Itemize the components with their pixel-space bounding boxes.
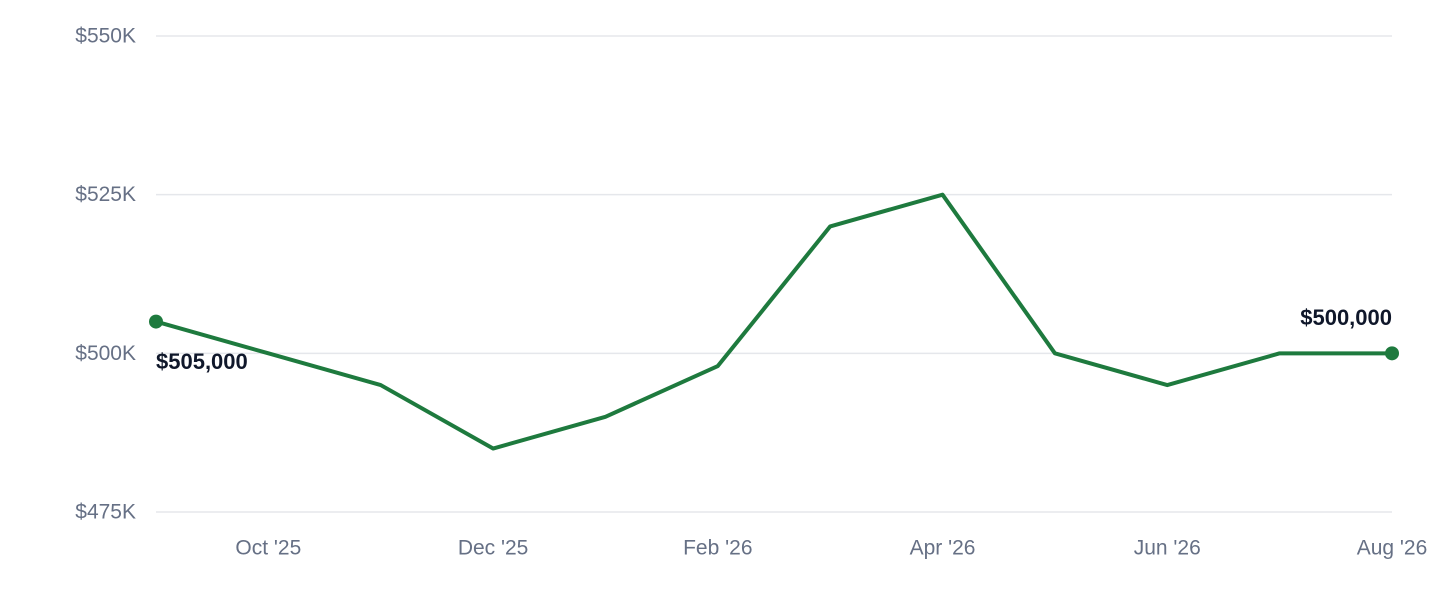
data-point-marker xyxy=(1385,346,1399,361)
data-label: $505,000 xyxy=(156,349,248,374)
x-axis-labels: Oct '25 Dec '25 Feb '26 Apr '26 Jun '26 Aug '… xyxy=(235,537,1427,560)
y-tick-label: $525K xyxy=(75,183,136,206)
y-tick-label: $475K xyxy=(75,501,136,524)
x-tick-label: Aug '26 xyxy=(1357,537,1428,560)
x-tick-label: Apr '26 xyxy=(910,537,976,560)
y-axis-labels: $475K $500K $525K $550K xyxy=(75,25,136,524)
y-tick-label: $550K xyxy=(75,25,136,48)
data-label: $500,000 xyxy=(1300,305,1392,330)
x-tick-label: Dec '25 xyxy=(458,537,529,560)
x-tick-label: Feb '26 xyxy=(683,537,752,560)
x-tick-label: Jun '26 xyxy=(1134,537,1201,560)
x-tick-label: Oct '25 xyxy=(235,537,301,560)
data-point-marker xyxy=(149,314,163,329)
series-line-layer xyxy=(154,192,1394,451)
grid-layer xyxy=(156,35,1392,513)
series-line xyxy=(154,192,1394,451)
annotation-layer: $505,000 $500,000 xyxy=(156,305,1392,374)
series-points-layer xyxy=(149,314,1399,361)
y-tick-label: $500K xyxy=(75,342,136,365)
